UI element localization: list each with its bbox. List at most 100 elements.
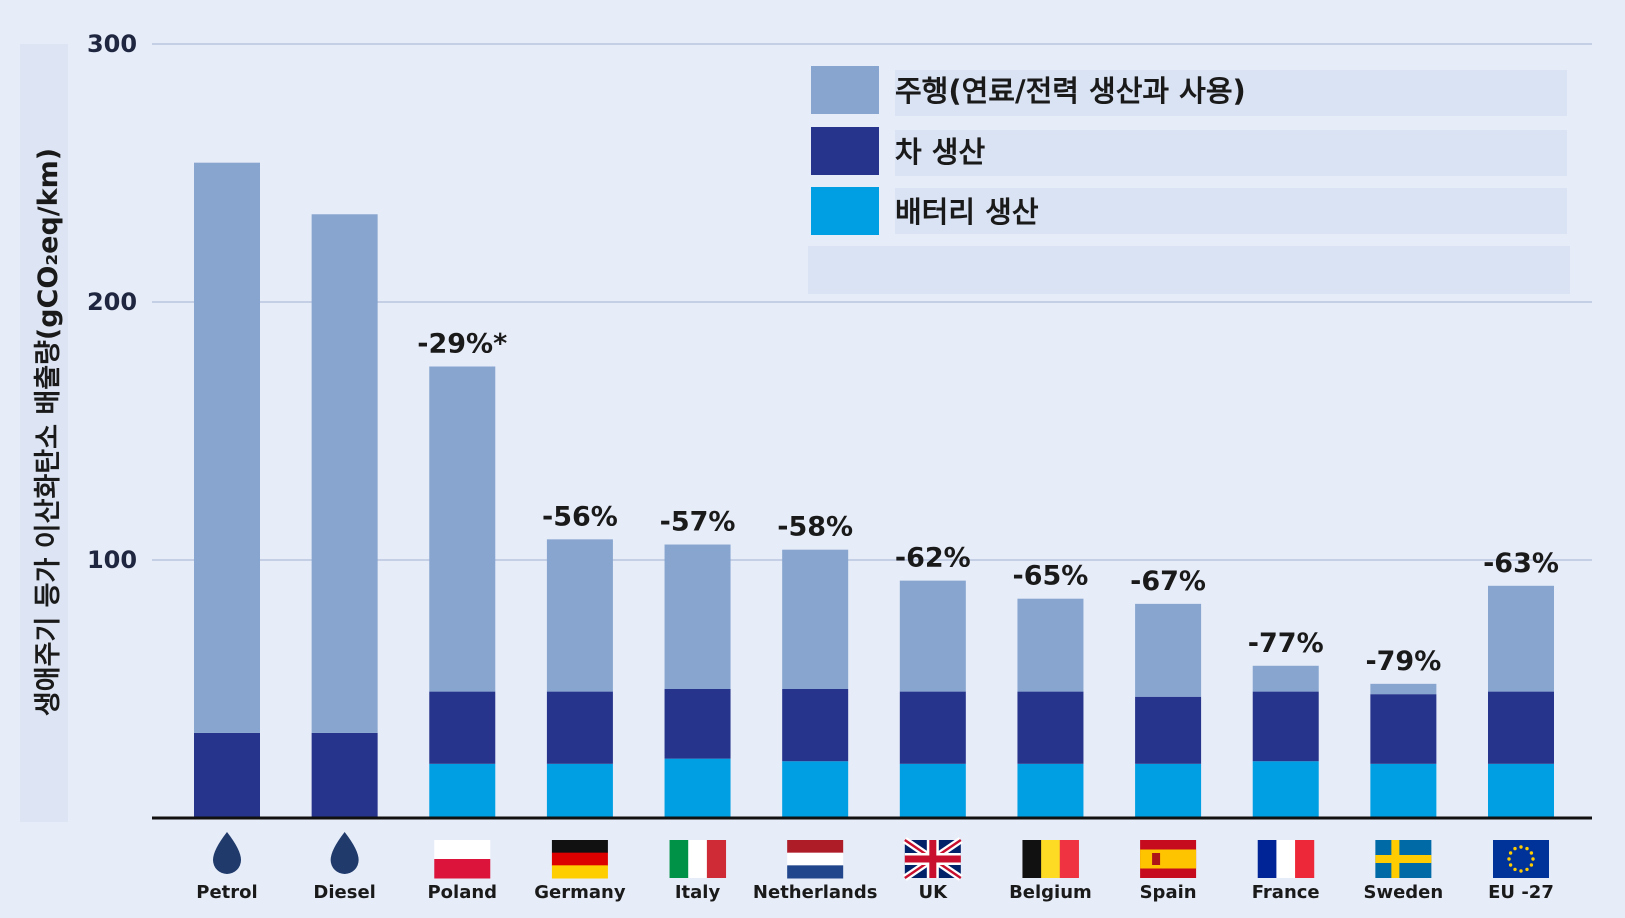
bar-segment-france-1: [1252, 691, 1319, 762]
x-tick-label-belgium: Belgium: [1009, 882, 1092, 903]
bar-segment-petrol-1: [194, 732, 260, 818]
y-axis-label-background: [20, 44, 68, 822]
sweden-flag-icon: [1375, 840, 1432, 878]
bar-segment-germany-1: [546, 691, 613, 764]
gridlines: [152, 43, 1592, 561]
eu-flag-icon: [1493, 840, 1549, 878]
category-icons: [213, 832, 1549, 881]
percent-label-spain: -67%: [1130, 566, 1206, 597]
bar-segment-belgium-2: [1017, 598, 1084, 692]
italy-flag-icon: [669, 840, 727, 878]
bar-segment-spain-2: [1135, 603, 1202, 697]
legend-swatch-1: [811, 127, 879, 175]
bar-segment-eu-27-1: [1488, 691, 1554, 764]
percent-label-sweden: -79%: [1365, 646, 1441, 677]
bar-stack-france: [1252, 665, 1319, 818]
x-tick-label-sweden: Sweden: [1364, 882, 1444, 903]
percent-label-uk: -62%: [895, 543, 971, 574]
x-tick-label-diesel: Diesel: [313, 882, 375, 903]
legend-label-0: 주행(연료/전력 생산과 사용): [895, 74, 1246, 108]
percent-label-france: -77%: [1248, 628, 1324, 659]
legend-swatch-2: [811, 187, 879, 235]
bar-segment-poland-2: [429, 366, 496, 692]
bar-stack-spain: [1135, 603, 1202, 818]
bar-stack-petrol: [194, 162, 260, 818]
bar-segment-belgium-0: [1017, 763, 1084, 818]
legend-row-background: [895, 130, 1567, 176]
bar-segment-france-2: [1252, 665, 1319, 692]
x-tick-label-spain: Spain: [1140, 882, 1197, 903]
y-tick-label-100: 100: [87, 546, 137, 574]
germany-flag-icon: [551, 840, 608, 879]
bar-segment-spain-0: [1135, 763, 1202, 818]
legend-label-1: 차 생산: [895, 135, 985, 169]
bar-segment-italy-0: [664, 758, 731, 818]
bar-segment-italy-1: [664, 689, 731, 759]
bar-segment-netherlands-0: [782, 761, 849, 818]
bar-segment-uk-1: [899, 691, 966, 764]
percent-label-netherlands: -58%: [777, 512, 853, 543]
x-tick-label-uk: UK: [919, 882, 949, 903]
france-flag-icon: [1257, 840, 1315, 878]
y-tick-label-200: 200: [87, 288, 137, 316]
bar-segment-poland-0: [429, 763, 496, 818]
y-axis-label: 생애주기 등가 이산화탄소 배출량(gCO₂eq/km): [33, 148, 64, 716]
legend-label-2: 배터리 생산: [895, 195, 1039, 229]
bar-segment-petrol-2: [194, 162, 260, 733]
percent-label-germany: -56%: [542, 501, 618, 532]
percent-label-eu-27: -63%: [1483, 548, 1559, 579]
netherlands-flag-icon: [787, 840, 844, 879]
bar-segment-uk-0: [899, 763, 966, 818]
y-axis-ticks: 100 200 300: [87, 30, 137, 574]
legend-row-background: [808, 246, 1570, 294]
x-axis-labels: Petrol Diesel Poland Germany Italy Netherland…: [196, 882, 1554, 903]
bar-stack-eu-27: [1488, 585, 1554, 818]
bar-stack-poland: [429, 366, 496, 818]
bar-stack-diesel: [311, 214, 378, 818]
bar-segment-eu-27-2: [1488, 585, 1554, 692]
bar-stack-netherlands: [782, 549, 849, 818]
bar-segment-sweden-0: [1370, 763, 1437, 818]
bar-segment-poland-1: [429, 691, 496, 764]
percent-label-italy: -57%: [660, 507, 736, 538]
spain-flag-icon: [1140, 840, 1197, 878]
bar-stack-germany: [546, 539, 613, 818]
bar-segment-netherlands-2: [782, 549, 849, 689]
petrol-fuel-drop-icon: [213, 832, 241, 874]
percent-label-poland: -29%*: [417, 329, 507, 360]
bar-segment-sweden-2: [1370, 683, 1437, 695]
legend-row-background: [895, 188, 1567, 234]
legend-swatch-0: [811, 66, 879, 114]
bar-segment-belgium-1: [1017, 691, 1084, 764]
bar-segment-france-0: [1252, 761, 1319, 818]
bar-segment-germany-0: [546, 763, 613, 818]
bar-stack-belgium: [1017, 598, 1084, 818]
legend-row-background: [895, 70, 1567, 116]
diesel-fuel-drop-icon: [330, 832, 359, 874]
x-tick-label-eu-27: EU -27: [1488, 882, 1554, 903]
belgium-flag-icon: [1022, 840, 1079, 878]
x-tick-label-poland: Poland: [427, 882, 497, 903]
bar-segment-spain-1: [1135, 696, 1202, 764]
bar-segment-netherlands-1: [782, 689, 849, 762]
percent-annotations: -29%* -56% -57% -58% -62% -65% -67% -77% -79% -63…: [417, 329, 1559, 677]
x-tick-label-italy: Italy: [675, 882, 721, 903]
bar-segment-germany-2: [546, 539, 613, 692]
bar-segment-italy-2: [664, 544, 731, 689]
x-tick-label-netherlands: Netherlands: [753, 882, 878, 903]
bar-stack-uk: [899, 580, 966, 818]
x-tick-label-france: France: [1252, 882, 1320, 903]
bar-segment-diesel-1: [311, 732, 378, 818]
bar-segment-uk-2: [899, 580, 966, 692]
y-tick-label-300: 300: [87, 30, 137, 58]
bar-segment-sweden-1: [1370, 694, 1437, 764]
bar-stack-sweden: [1370, 683, 1437, 818]
percent-label-belgium: -65%: [1013, 561, 1089, 592]
bar-segment-diesel-2: [311, 214, 378, 733]
x-tick-label-petrol: Petrol: [196, 882, 257, 903]
uk-flag-icon: [902, 837, 963, 881]
bars: [194, 162, 1554, 818]
